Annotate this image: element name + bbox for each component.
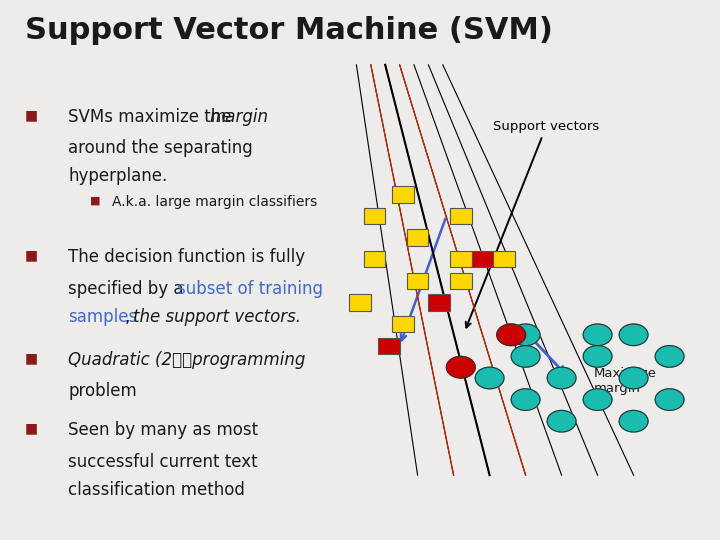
Text: Support Vector Machine (SVM): Support Vector Machine (SVM) (25, 16, 553, 45)
Text: ■: ■ (25, 421, 38, 435)
Circle shape (583, 389, 612, 410)
Bar (450, 273, 472, 289)
Bar (364, 208, 385, 224)
Bar (378, 338, 400, 354)
Text: subset of training: subset of training (177, 280, 323, 298)
Text: ■: ■ (25, 108, 38, 122)
Circle shape (655, 346, 684, 367)
Circle shape (446, 356, 475, 378)
Bar (349, 294, 371, 310)
Circle shape (547, 367, 576, 389)
Circle shape (619, 324, 648, 346)
Text: specified by a: specified by a (68, 280, 189, 298)
Bar (450, 208, 472, 224)
Circle shape (619, 367, 648, 389)
Text: SVMs maximize the: SVMs maximize the (68, 108, 237, 126)
Text: ,: , (125, 308, 136, 326)
Text: Support vectors: Support vectors (466, 119, 600, 327)
Circle shape (583, 346, 612, 367)
Circle shape (511, 324, 540, 346)
Text: The decision function is fully: The decision function is fully (68, 248, 305, 266)
Bar (493, 251, 515, 267)
Text: problem: problem (68, 382, 137, 400)
Bar (428, 294, 450, 310)
Text: Maximize
margin: Maximize margin (594, 367, 657, 395)
Text: samples: samples (68, 308, 138, 326)
Circle shape (619, 410, 648, 432)
Circle shape (475, 367, 504, 389)
Bar (407, 230, 428, 246)
Text: successful current text: successful current text (68, 453, 258, 470)
Bar (407, 273, 428, 289)
Circle shape (547, 410, 576, 432)
Circle shape (583, 324, 612, 346)
Text: A.k.a. large margin classifiers: A.k.a. large margin classifiers (112, 195, 317, 210)
Circle shape (497, 324, 526, 346)
Text: hyperplane.: hyperplane. (68, 167, 168, 185)
Text: ■: ■ (25, 351, 38, 365)
Text: classification method: classification method (68, 481, 246, 498)
Text: Seen by many as most: Seen by many as most (68, 421, 258, 439)
Text: ■: ■ (25, 248, 38, 262)
Circle shape (655, 389, 684, 410)
Text: the support vectors.: the support vectors. (133, 308, 301, 326)
Text: ■: ■ (90, 195, 101, 206)
Text: margin: margin (210, 108, 269, 126)
Text: around the separating: around the separating (68, 139, 253, 157)
Bar (364, 251, 385, 267)
Bar (392, 316, 414, 332)
Bar (450, 251, 472, 267)
Circle shape (511, 389, 540, 410)
Text: Quadratic (2次）programming: Quadratic (2次）programming (68, 351, 306, 369)
Bar (472, 251, 493, 267)
Bar (392, 186, 414, 202)
Circle shape (511, 346, 540, 367)
